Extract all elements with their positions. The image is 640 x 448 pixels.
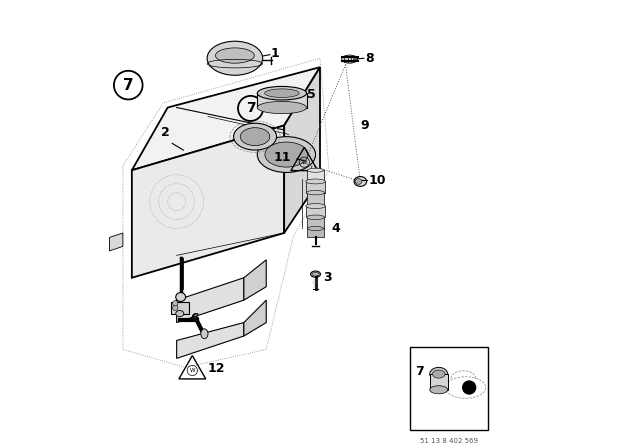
Text: W: W (189, 368, 195, 373)
Ellipse shape (257, 101, 307, 114)
Ellipse shape (234, 123, 276, 150)
Text: 7: 7 (246, 101, 255, 116)
Polygon shape (307, 217, 324, 228)
Ellipse shape (433, 370, 445, 378)
Polygon shape (410, 347, 488, 430)
Polygon shape (177, 323, 244, 358)
Ellipse shape (430, 386, 447, 394)
Text: 7: 7 (415, 365, 424, 379)
Text: 3: 3 (324, 271, 332, 284)
Text: 1: 1 (271, 47, 280, 60)
Text: 11: 11 (273, 151, 291, 164)
Circle shape (462, 380, 476, 395)
Text: 8: 8 (365, 52, 373, 65)
Text: W: W (301, 159, 307, 165)
Polygon shape (284, 67, 320, 233)
Polygon shape (132, 67, 320, 170)
Circle shape (173, 305, 178, 310)
Ellipse shape (312, 272, 319, 276)
Polygon shape (429, 374, 448, 390)
Polygon shape (177, 278, 244, 323)
Polygon shape (109, 233, 123, 251)
Polygon shape (257, 93, 307, 108)
Text: 9: 9 (360, 119, 369, 132)
Text: 4: 4 (332, 222, 340, 235)
Ellipse shape (354, 177, 367, 186)
Text: 51 13 8 402 569: 51 13 8 402 569 (420, 438, 478, 444)
Ellipse shape (207, 41, 262, 75)
Ellipse shape (310, 271, 321, 277)
Ellipse shape (342, 55, 357, 63)
Text: 10: 10 (369, 173, 386, 187)
Ellipse shape (265, 89, 299, 98)
Ellipse shape (307, 215, 324, 220)
Ellipse shape (307, 190, 324, 195)
Ellipse shape (176, 310, 184, 317)
Text: 2: 2 (161, 126, 170, 139)
Ellipse shape (355, 179, 362, 185)
Ellipse shape (306, 179, 325, 184)
Polygon shape (171, 302, 189, 314)
Text: 6: 6 (190, 311, 198, 325)
Ellipse shape (257, 137, 316, 172)
Polygon shape (307, 193, 324, 206)
Ellipse shape (240, 128, 270, 146)
Polygon shape (306, 181, 325, 193)
Ellipse shape (307, 168, 324, 172)
Text: 12: 12 (208, 362, 225, 375)
Polygon shape (132, 125, 284, 278)
Ellipse shape (201, 329, 208, 339)
Polygon shape (244, 300, 266, 336)
Ellipse shape (265, 142, 308, 167)
Ellipse shape (307, 227, 324, 230)
Ellipse shape (176, 293, 186, 302)
Text: 5: 5 (307, 87, 316, 101)
Ellipse shape (216, 48, 254, 63)
Polygon shape (307, 228, 324, 237)
Ellipse shape (257, 86, 307, 100)
Ellipse shape (306, 203, 325, 208)
Text: 7: 7 (123, 78, 134, 93)
Circle shape (173, 301, 178, 306)
Polygon shape (306, 206, 325, 217)
Polygon shape (244, 260, 266, 300)
Ellipse shape (430, 367, 447, 381)
Polygon shape (307, 170, 324, 181)
